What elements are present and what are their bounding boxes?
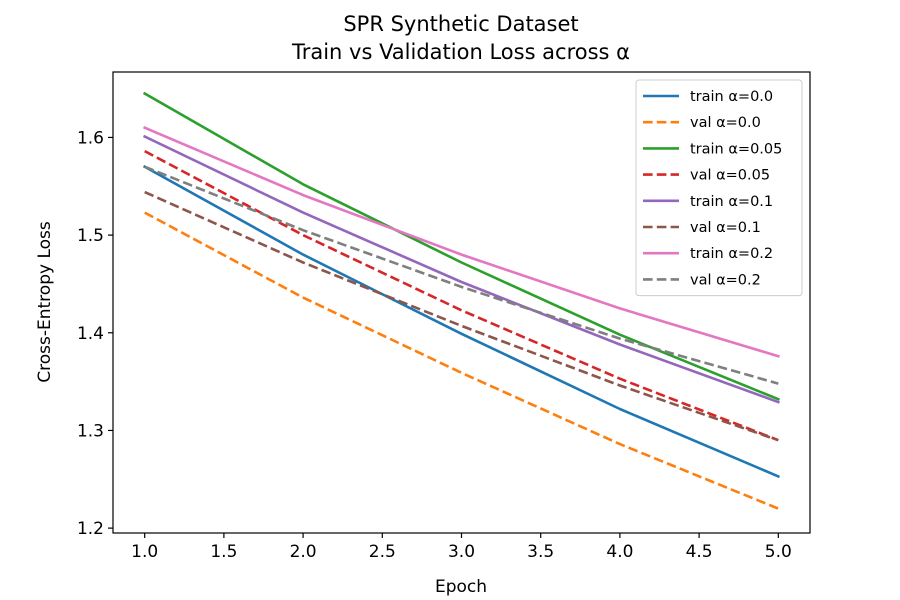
- chart-subtitle: Train vs Validation Loss across α: [291, 40, 630, 64]
- y-tick-label: 1.3: [77, 421, 104, 441]
- series-line-3: [144, 149, 779, 442]
- plot-area: [142, 91, 781, 510]
- series-line-0: [142, 164, 781, 479]
- x-tick-label: 1.0: [131, 542, 158, 562]
- x-tick-label: 4.5: [686, 542, 713, 562]
- legend-box: [635, 79, 803, 297]
- x-axis: 1.0 1.5 2.0 2.5 3.0 3.5 4.0 4.5 5.0: [131, 533, 792, 562]
- y-tick-label: 1.6: [77, 128, 104, 148]
- series-line-7: [144, 165, 779, 385]
- x-tick-label: 2.5: [369, 542, 396, 562]
- legend-label-7: val α=0.2: [690, 272, 761, 288]
- x-tick-label: 4.0: [606, 542, 633, 562]
- x-tick-label: 3.0: [448, 542, 475, 562]
- x-tick-label: 5.0: [765, 542, 792, 562]
- series-line-5: [144, 190, 779, 442]
- legend-label-4: train α=0.1: [690, 194, 773, 210]
- series-line-4: [142, 134, 780, 404]
- series-line-2: [142, 91, 780, 401]
- series-line-1: [144, 211, 779, 510]
- legend-label-6: train α=0.2: [690, 246, 773, 262]
- chart-title: SPR Synthetic Dataset: [343, 12, 578, 36]
- legend-label-1: val α=0.0: [690, 115, 761, 131]
- x-tick-label: 3.5: [527, 542, 554, 562]
- x-tick-label: 2.0: [290, 542, 317, 562]
- y-tick-label: 1.2: [77, 519, 104, 539]
- y-tick-label: 1.5: [77, 226, 104, 246]
- legend: train α=0.0 val α=0.0 train α=0.05 val α=0.…: [635, 79, 803, 297]
- series-line-6: [142, 125, 780, 358]
- x-axis-label: Epoch: [435, 577, 487, 597]
- legend-label-5: val α=0.1: [690, 220, 761, 236]
- legend-label-2: train α=0.05: [690, 141, 782, 157]
- legend-label-0: train α=0.0: [690, 89, 773, 105]
- y-axis: 1.2 1.3 1.4 1.5 1.6: [77, 128, 113, 539]
- y-axis-label: Cross-Entropy Loss: [35, 221, 55, 383]
- x-tick-label: 1.5: [210, 542, 237, 562]
- legend-label-3: val α=0.05: [690, 168, 770, 184]
- y-tick-label: 1.4: [77, 324, 104, 344]
